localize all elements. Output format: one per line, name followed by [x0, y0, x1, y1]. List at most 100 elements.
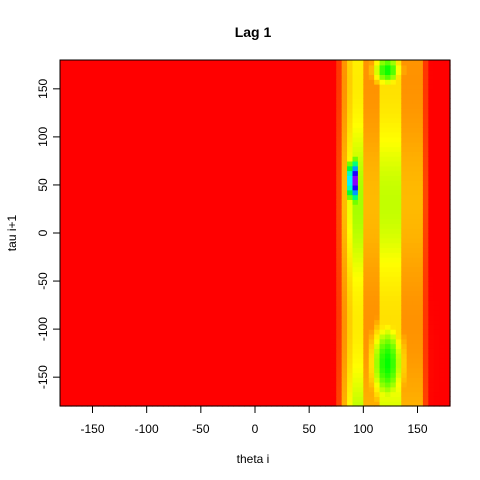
heatmap-cell [314, 333, 321, 340]
heatmap-cell [276, 353, 283, 359]
heatmap-cell [292, 189, 299, 196]
heatmap-cell [162, 218, 169, 224]
heatmap-cell [200, 180, 207, 186]
heatmap-cell [200, 381, 207, 388]
heatmap-cell [168, 396, 175, 402]
heatmap-cell [298, 290, 305, 297]
heatmap-cell [87, 184, 94, 191]
heatmap-cell [292, 88, 299, 95]
heatmap-cell [287, 74, 294, 80]
heatmap-cell [135, 396, 142, 402]
heatmap-cell [412, 257, 419, 263]
heatmap-cell [330, 199, 337, 205]
heatmap-cell [130, 381, 137, 388]
heatmap-cell [368, 233, 375, 239]
heatmap-cell [97, 290, 104, 297]
heatmap-cell [238, 141, 245, 148]
heatmap-cell [287, 319, 294, 325]
heatmap-cell [168, 381, 175, 388]
heatmap-cell [428, 122, 435, 128]
heatmap-cell [255, 266, 262, 273]
heatmap-cell [401, 319, 408, 325]
heatmap-cell [368, 295, 375, 301]
heatmap-cell [70, 357, 77, 364]
heatmap-cell [298, 295, 305, 301]
heatmap-cell [320, 309, 327, 316]
heatmap-cell [227, 300, 234, 306]
heatmap-cell [406, 108, 413, 114]
heatmap-cell [271, 108, 278, 114]
heatmap-cell [103, 391, 110, 397]
heatmap-cell [119, 348, 126, 354]
heatmap-cell [135, 314, 142, 321]
heatmap-cell [287, 117, 294, 124]
heatmap-cell [206, 314, 213, 321]
heatmap-cell [200, 242, 207, 249]
heatmap-cell [222, 377, 229, 383]
heatmap-cell [217, 343, 224, 349]
heatmap-cell [206, 305, 213, 311]
heatmap-cell [238, 74, 245, 80]
heatmap-cell [244, 314, 251, 321]
heatmap-cell [303, 367, 310, 373]
heatmap-cell [422, 348, 429, 354]
heatmap-cell [357, 141, 364, 148]
heatmap-cell [97, 84, 104, 90]
heatmap-cell [379, 391, 386, 397]
heatmap-cell [211, 372, 218, 378]
heatmap-cell [260, 199, 267, 205]
heatmap-cell [303, 228, 310, 234]
heatmap-cell [152, 84, 159, 90]
heatmap-cell [238, 93, 245, 100]
heatmap-cell [417, 189, 424, 196]
heatmap-cell [320, 401, 327, 407]
heatmap-cell [309, 228, 316, 234]
heatmap-cell [330, 136, 337, 143]
heatmap-cell [119, 396, 126, 402]
heatmap-cell [200, 136, 207, 143]
heatmap-cell [146, 348, 153, 354]
heatmap-cell [206, 386, 213, 393]
heatmap-cell [81, 386, 88, 393]
heatmap-cell [141, 98, 148, 104]
heatmap-cell [341, 295, 348, 301]
heatmap-cell [417, 362, 424, 369]
heatmap-cell [222, 103, 229, 109]
heatmap-cell [320, 204, 327, 210]
heatmap-cell [422, 194, 429, 200]
heatmap-cell [314, 300, 321, 306]
heatmap-cell [341, 343, 348, 349]
heatmap-cell [406, 367, 413, 373]
heatmap-cell [347, 353, 354, 359]
heatmap-cell [70, 108, 77, 114]
heatmap-cell [428, 127, 435, 133]
heatmap-cell [162, 223, 169, 229]
heatmap-cell [417, 391, 424, 397]
heatmap-cell [238, 401, 245, 407]
heatmap-cell [190, 266, 197, 273]
heatmap-cell [76, 285, 83, 292]
heatmap-cell [217, 357, 224, 364]
heatmap-cell [406, 362, 413, 369]
heatmap-cell [352, 237, 359, 244]
heatmap-cell [314, 108, 321, 114]
heatmap-cell [282, 338, 289, 345]
heatmap-cell [292, 122, 299, 128]
heatmap-cell [206, 194, 213, 200]
heatmap-cell [217, 74, 224, 80]
heatmap-cell [211, 122, 218, 128]
heatmap-cell [395, 343, 402, 349]
heatmap-cell [352, 333, 359, 340]
heatmap-cell [125, 79, 132, 85]
heatmap-cell [379, 386, 386, 393]
heatmap-cell [390, 362, 397, 369]
heatmap-cell [255, 136, 262, 143]
heatmap-cell [271, 324, 278, 330]
heatmap-cell [97, 184, 104, 191]
heatmap-cell [233, 266, 240, 273]
heatmap-cell [70, 324, 77, 330]
heatmap-cell [65, 343, 72, 349]
heatmap-cell [162, 98, 169, 104]
heatmap-cell [303, 84, 310, 90]
heatmap-cell [130, 314, 137, 321]
